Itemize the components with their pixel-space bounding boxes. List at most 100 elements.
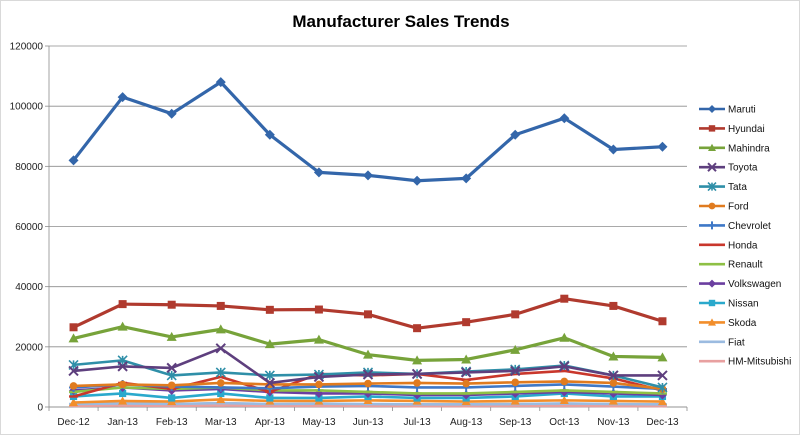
chart-title: Manufacturer Sales Trends — [292, 12, 509, 31]
legend-marker — [708, 299, 716, 307]
x-tick-label: Sep-13 — [499, 417, 532, 428]
data-point — [363, 404, 373, 407]
data-point — [412, 392, 422, 395]
legend-marker — [708, 340, 716, 343]
data-point — [69, 323, 78, 332]
data-point — [265, 305, 274, 314]
data-point — [411, 368, 423, 380]
data-point — [413, 379, 421, 387]
legend-item: HM-Mitsubishi — [699, 357, 791, 368]
data-point — [166, 362, 177, 374]
data-point — [69, 395, 79, 398]
data-point — [167, 404, 177, 407]
legend-label: Tata — [728, 182, 747, 193]
data-point — [215, 367, 226, 378]
data-point — [608, 396, 618, 405]
data-point — [608, 404, 618, 408]
legend-label: Skoda — [728, 318, 757, 329]
x-tick-label: Dec-12 — [57, 417, 90, 428]
data-point — [364, 310, 372, 319]
legend-item: Skoda — [699, 318, 757, 329]
data-point — [315, 394, 323, 402]
x-tick-label: May-13 — [302, 417, 336, 428]
data-point — [657, 141, 668, 152]
data-point — [216, 301, 225, 310]
series-mahindra — [68, 321, 668, 365]
data-point — [559, 389, 569, 392]
data-point — [657, 404, 667, 408]
y-tick-label: 60000 — [15, 222, 43, 233]
x-tick-label: Oct-13 — [549, 417, 579, 428]
data-point — [559, 369, 569, 373]
data-point — [657, 382, 668, 393]
data-point — [510, 365, 521, 377]
data-point — [559, 395, 569, 404]
data-point — [510, 129, 521, 140]
data-point — [68, 155, 79, 166]
legend-item: Mahindra — [699, 143, 770, 154]
data-point — [510, 396, 520, 405]
data-point — [168, 394, 176, 402]
data-point — [215, 77, 226, 88]
legend-label: HM-Mitsubishi — [728, 357, 791, 368]
data-point — [216, 404, 226, 407]
x-tick-label: Dec-13 — [646, 417, 679, 428]
legend-label: Renault — [728, 260, 763, 271]
data-point — [215, 343, 226, 354]
data-point — [608, 370, 619, 381]
data-point — [216, 394, 226, 404]
legend-marker — [708, 221, 716, 230]
data-point — [167, 300, 176, 309]
legend-label: Volkswagen — [728, 279, 781, 290]
data-point — [412, 175, 423, 186]
data-point — [362, 369, 374, 380]
data-point — [117, 321, 128, 331]
data-point — [264, 377, 276, 389]
x-tick-label: Jan-13 — [107, 417, 138, 428]
data-point — [314, 404, 324, 407]
data-point — [117, 92, 128, 103]
legend-marker — [708, 263, 716, 266]
series-toyota — [68, 343, 668, 389]
legend-label: Maruti — [728, 105, 756, 116]
legend-marker — [708, 243, 716, 246]
data-point — [166, 370, 177, 381]
data-point — [313, 371, 325, 383]
data-point — [657, 370, 668, 381]
data-point — [117, 361, 128, 372]
series-maruti — [68, 77, 668, 186]
legend-marker — [708, 125, 716, 132]
data-point — [608, 144, 619, 155]
legend-label: Honda — [728, 240, 758, 251]
legend-item: Volkswagen — [699, 279, 781, 290]
data-point — [462, 379, 470, 388]
legend: Maruti Hyundai Mahindra Toyota Tata Ford Chevr… — [699, 105, 791, 368]
data-point — [560, 294, 569, 303]
data-point — [215, 324, 226, 334]
data-point — [216, 375, 226, 379]
series-lines — [68, 77, 668, 408]
series-hyundai — [69, 294, 667, 333]
data-point — [510, 372, 520, 376]
data-point — [462, 318, 471, 327]
data-point — [658, 317, 667, 326]
data-point — [166, 108, 177, 119]
data-point — [510, 390, 520, 394]
x-tick-label: Mar-13 — [205, 417, 237, 428]
legend-item: Nissan — [699, 299, 759, 310]
data-point — [461, 392, 471, 395]
data-point — [412, 355, 423, 365]
x-tick-label: Apr-13 — [255, 417, 285, 428]
legend-item: Ford — [699, 202, 749, 213]
data-point — [559, 361, 570, 372]
y-tick-label: 20000 — [15, 342, 43, 353]
x-tick-label: Jun-13 — [353, 417, 384, 428]
data-point — [118, 396, 128, 405]
data-point — [266, 394, 274, 402]
data-point — [510, 364, 521, 375]
legend-item: Honda — [699, 240, 758, 251]
legend-marker — [708, 105, 716, 113]
data-point — [510, 344, 521, 354]
data-point — [363, 170, 373, 181]
data-point — [69, 390, 79, 394]
